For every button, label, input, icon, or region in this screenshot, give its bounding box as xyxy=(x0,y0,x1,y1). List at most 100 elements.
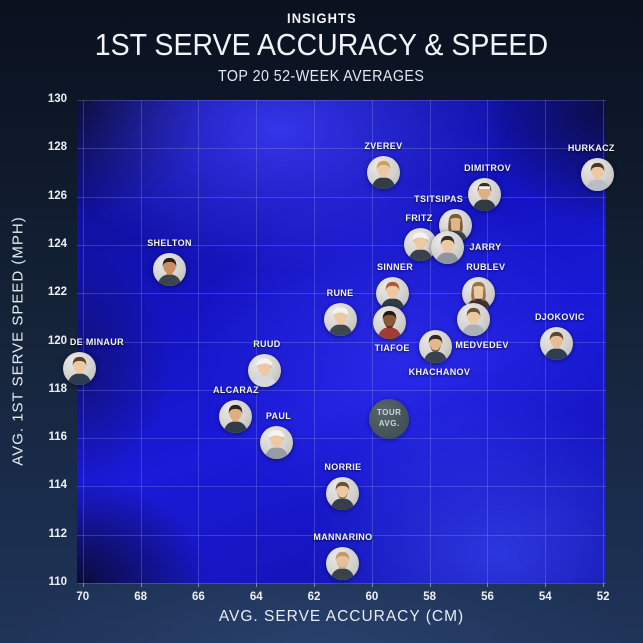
x-tick-label-66: 66 xyxy=(192,591,205,603)
x-tickmark-52 xyxy=(603,583,605,587)
x-tickmark-54 xyxy=(545,583,547,587)
player-name-label: TSITSIPAS xyxy=(414,194,464,205)
gridline-y-120 xyxy=(77,341,606,343)
y-tick-label-110: 110 xyxy=(48,576,67,588)
gridline-y-124 xyxy=(77,244,606,246)
y-tick-label-128: 128 xyxy=(47,141,67,154)
x-tickmark-66 xyxy=(198,583,200,587)
x-tick-label-68: 68 xyxy=(134,591,147,603)
player-point-de-minaur: DE MINAUR xyxy=(63,337,124,385)
y-tick-label-130: 130 xyxy=(47,93,67,105)
player-name-label: MANNARINO xyxy=(313,532,373,543)
player-avatar-icon xyxy=(248,353,282,387)
x-tickmark-62 xyxy=(314,583,316,587)
player-avatar-icon xyxy=(418,329,452,363)
gridline-y-122 xyxy=(77,293,606,295)
player-avatar-icon xyxy=(366,155,400,189)
y-tick-label-122: 122 xyxy=(47,286,67,299)
gridline-x-64 xyxy=(256,100,258,583)
gridline-x-52 xyxy=(603,100,605,583)
x-tickmark-70 xyxy=(82,583,84,587)
player-point-hurkacz: HURKACZ xyxy=(568,143,614,192)
x-tick-label-70: 70 xyxy=(76,591,90,603)
player-name-label: HURKACZ xyxy=(567,143,615,154)
player-point-alcaraz: ALCARAZ xyxy=(213,385,259,433)
gridline-x-70 xyxy=(82,100,84,583)
player-point-mannarino: MANNARINO xyxy=(313,532,372,581)
gridline-y-112 xyxy=(77,534,606,536)
player-avatar-icon xyxy=(326,547,360,581)
player-name-label: DIMITROV xyxy=(464,162,511,173)
player-name-label: RUBLEV xyxy=(466,261,506,272)
player-avatar-icon xyxy=(372,305,406,339)
y-tick-label-124: 124 xyxy=(47,237,67,250)
player-name-label: DJOKOVIC xyxy=(534,312,585,323)
player-name-label: KHACHANOV xyxy=(408,366,471,377)
player-name-label: FRITZ xyxy=(405,213,433,224)
player-avatar-icon xyxy=(404,228,438,262)
player-point-rune: RUNE xyxy=(323,288,357,337)
player-avatar-icon xyxy=(580,158,614,192)
y-axis-label: AVG. 1ST SERVE SPEED (MPH) xyxy=(9,216,27,466)
player-avatar-icon xyxy=(456,303,490,337)
gridline-y-126 xyxy=(77,196,606,198)
player-name-label: SINNER xyxy=(377,261,414,272)
player-name-label: PAUL xyxy=(265,411,292,422)
player-point-djokovic: DJOKOVIC xyxy=(535,312,584,361)
player-name-label: TIAFOE xyxy=(374,342,410,353)
player-name-label: MEDVEDEV xyxy=(455,340,509,351)
gridline-x-68 xyxy=(140,100,142,583)
x-tick-label-60: 60 xyxy=(365,591,379,603)
player-avatar-icon xyxy=(323,303,357,337)
gridline-x-66 xyxy=(198,100,200,583)
y-tick-label-114: 114 xyxy=(48,479,67,492)
player-point-tiafoe: TIAFOE xyxy=(372,305,409,353)
x-tickmark-68 xyxy=(140,583,142,587)
player-avatar-icon xyxy=(375,276,409,310)
player-name-label: RUUD xyxy=(253,338,281,349)
gridline-y-130 xyxy=(77,100,606,101)
x-axis-label: AVG. SERVE ACCURACY (CM) xyxy=(218,608,465,625)
scatter-plot-area xyxy=(77,100,606,584)
player-point-khachanov: KHACHANOV xyxy=(409,329,470,377)
gridline-y-116 xyxy=(77,438,606,440)
player-name-label: ALCARAZ xyxy=(213,384,259,395)
player-point-ruud: RUUD xyxy=(248,339,282,387)
kicker-insights: INSIGHTS xyxy=(286,10,357,26)
tour-average-label-line2: AVG. xyxy=(378,418,400,428)
y-tick-label-120: 120 xyxy=(47,334,67,347)
page-title: 1ST SERVE ACCURACY & SPEED xyxy=(94,27,549,62)
x-tick-label-64: 64 xyxy=(249,591,263,603)
player-point-dimitrov: DIMITROV xyxy=(464,163,511,211)
gridline-y-110 xyxy=(77,583,606,584)
player-point-zverev: ZVEREV xyxy=(364,141,402,189)
player-point-norrie: NORRIE xyxy=(324,462,361,511)
player-name-label: JARRY xyxy=(469,242,502,253)
x-tick-label-52: 52 xyxy=(596,591,610,603)
x-tickmark-58 xyxy=(429,583,431,587)
player-name-label: ZVEREV xyxy=(364,140,403,151)
player-name-label: DE MINAUR xyxy=(69,336,124,347)
y-tick-label-126: 126 xyxy=(47,189,67,202)
player-avatar-icon xyxy=(219,399,253,433)
player-avatar-icon xyxy=(153,252,186,286)
player-name-label: RUNE xyxy=(326,288,354,299)
gridline-y-118 xyxy=(77,389,606,391)
y-tick-label-118: 118 xyxy=(48,382,67,395)
gridline-x-60 xyxy=(371,100,373,583)
player-point-jarry: JARRY xyxy=(430,230,501,264)
tour-average-marker: TOUR AVG. xyxy=(369,398,410,439)
gridline-y-128 xyxy=(77,148,606,150)
player-name-label: NORRIE xyxy=(324,462,362,473)
player-avatar-icon xyxy=(430,230,464,264)
player-avatar-icon xyxy=(259,426,293,460)
page-subtitle: TOP 20 52-WEEK AVERAGES xyxy=(218,68,425,85)
gridline-x-62 xyxy=(314,100,316,583)
x-tickmark-64 xyxy=(256,583,258,587)
player-name-label: SHELTON xyxy=(147,237,192,248)
player-avatar-icon xyxy=(468,177,502,211)
x-tick-label-62: 62 xyxy=(307,591,321,603)
y-tick-label-116: 116 xyxy=(48,431,67,444)
player-point-fritz: FRITZ xyxy=(404,213,438,262)
